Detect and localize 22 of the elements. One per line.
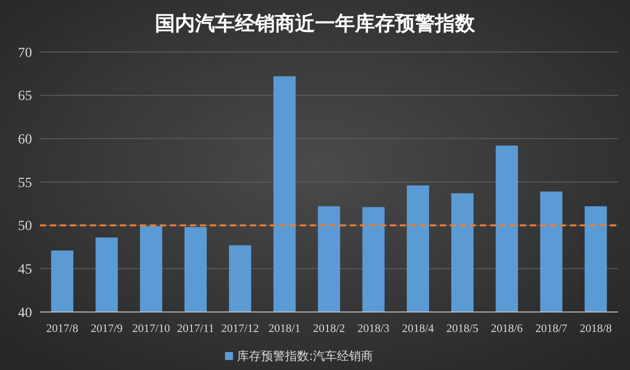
x-tick-label: 2017/11 <box>176 323 214 335</box>
x-tick-label: 2017/9 <box>90 323 123 335</box>
x-tick-label: 2018/4 <box>402 323 434 335</box>
y-tick-label: 60 <box>18 132 32 148</box>
x-tick-label: 2018/8 <box>580 323 612 335</box>
x-tick-label: 2017/8 <box>46 323 78 335</box>
y-tick-label: 50 <box>18 219 32 234</box>
y-tick-label: 65 <box>18 89 32 104</box>
x-tick-label: 2018/6 <box>490 323 524 335</box>
x-tick-label: 2018/1 <box>268 323 301 335</box>
x-tick-label: 2017/12 <box>221 323 260 335</box>
y-tick-label: 45 <box>18 262 32 278</box>
y-tick-label: 40 <box>18 306 32 321</box>
x-tick-label: 2017/10 <box>132 323 170 335</box>
y-tick-label: 55 <box>18 176 32 191</box>
chart-title: 国内汽车经销商近一年库存预警指数 <box>155 11 476 35</box>
y-tick-label: 70 <box>18 46 32 61</box>
legend-label: 库存预警指数:汽车经销商 <box>237 349 374 363</box>
x-tick-label: 2018/5 <box>446 323 479 335</box>
x-tick-label: 2018/7 <box>535 323 568 335</box>
x-tick-label: 2018/3 <box>357 323 390 335</box>
x-tick-label: 2018/2 <box>313 323 346 335</box>
